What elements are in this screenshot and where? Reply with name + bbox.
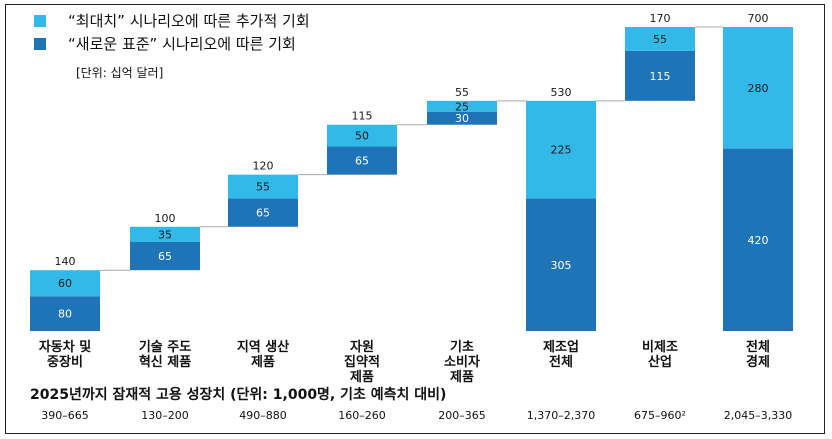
total-label: 120 (253, 160, 274, 173)
category-label: 지역 생산 제품 (236, 340, 290, 370)
jobs-range-value: 490–880 (239, 409, 287, 422)
bar-segment-new-normal (30, 296, 100, 331)
value-label-new-normal: 305 (551, 259, 572, 272)
value-label-new-normal: 30 (455, 112, 469, 125)
jobs-range-value: 2,045–3,330 (723, 409, 793, 422)
jobs-range-value: 390–665 (41, 409, 89, 422)
jobs-range-value: 130–200 (141, 409, 189, 422)
value-label-max: 55 (653, 33, 667, 46)
value-label-new-normal: 65 (355, 155, 369, 168)
value-label-max: 225 (551, 144, 572, 157)
total-label: 530 (551, 86, 572, 99)
category-label: 전체 경제 (746, 340, 770, 370)
total-label: 100 (155, 212, 176, 225)
jobs-range-value: 160–260 (338, 409, 386, 422)
legend-swatch-new-normal (34, 37, 46, 50)
total-label: 55 (455, 86, 469, 99)
bar-segment-new-normal (327, 146, 397, 175)
legend: “최대치” 시나리오에 따른 추가적 기회 “새로운 표준” 시나리오에 따른 … (34, 9, 310, 55)
total-label: 140 (55, 255, 76, 268)
value-label-new-normal: 80 (58, 308, 72, 321)
legend-label-new-normal: “새로운 표준” 시나리오에 따른 기회 (68, 35, 296, 53)
jobs-title: 2025년까지 잠재적 고용 성장치 (단위: 1,000명, 기초 예측치 대… (30, 387, 447, 403)
value-label-max: 25 (455, 100, 469, 113)
bar-segment-max (130, 226, 200, 242)
category-label: 기술 주도 혁신 제품 (138, 340, 192, 370)
value-label-new-normal: 115 (650, 70, 671, 83)
bar-segment-new-normal (723, 148, 793, 331)
category-label: 자원 집약적 제품 (344, 340, 380, 385)
value-label-new-normal: 420 (748, 234, 769, 247)
value-label-max: 35 (158, 228, 172, 241)
bar-segment-new-normal (130, 241, 200, 271)
legend-swatch-max (34, 14, 46, 27)
category-label: 제조업 전체 (543, 340, 579, 370)
bar-segment-max (427, 100, 497, 112)
bar-segment-new-normal (228, 198, 298, 227)
value-label-max: 50 (355, 130, 369, 143)
value-label-max: 60 (58, 277, 72, 290)
total-label: 700 (748, 12, 769, 25)
category-label: 자동차 및 중장비 (38, 340, 92, 370)
bar-segment-max (625, 27, 695, 51)
jobs-range-value: 675–960² (634, 409, 686, 422)
legend-item-max: “최대치” 시나리오에 따른 추가적 기회 (34, 9, 310, 32)
jobs-range-value: 1,370–2,370 (526, 409, 596, 422)
jobs-range-value: 200–365 (438, 409, 486, 422)
value-label-max: 55 (256, 181, 270, 194)
bar-segment-new-normal (625, 50, 695, 101)
unit-label: [단위: 십억 달러] (76, 66, 164, 80)
category-label: 비제조 산업 (642, 340, 678, 370)
value-label-max: 280 (748, 82, 769, 95)
bar-segment-new-normal (526, 198, 596, 331)
bar-segment-max (228, 174, 298, 199)
bar-segment-new-normal (427, 111, 497, 125)
legend-label-max: “최대치” 시나리오에 따른 추가적 기회 (68, 12, 310, 30)
bar-segment-max (723, 27, 793, 149)
chart-frame (5, 4, 825, 434)
category-label: 기초 소비자 제품 (444, 340, 480, 385)
value-label-new-normal: 65 (158, 250, 172, 263)
bar-segment-max (30, 270, 100, 297)
total-label: 115 (352, 110, 373, 123)
total-label: 170 (650, 12, 671, 25)
value-label-new-normal: 65 (256, 207, 270, 220)
bar-segment-max (327, 124, 397, 147)
bar-segment-max (526, 100, 596, 199)
legend-item-new-normal: “새로운 표준” 시나리오에 따른 기회 (34, 32, 310, 55)
